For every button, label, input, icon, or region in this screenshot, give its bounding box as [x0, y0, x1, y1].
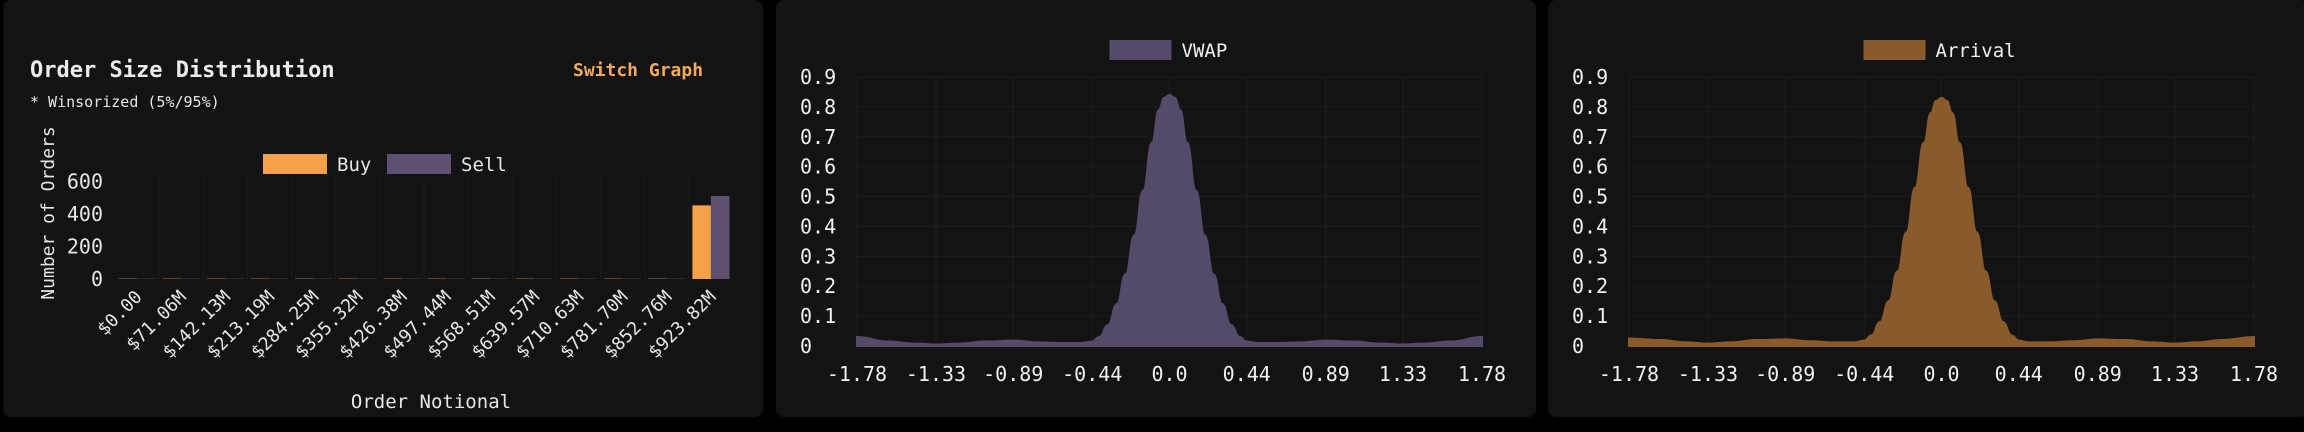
- legend-label-arrival: Arrival: [1936, 40, 2016, 62]
- y-tick-label: 0.1: [800, 304, 836, 328]
- y-tick-label: 0.4: [800, 214, 836, 238]
- bar-sell: [710, 195, 730, 279]
- chart-title: Order Size Distribution: [30, 58, 335, 83]
- y-tick-label: 0: [800, 334, 812, 358]
- y-tick-label: 0.7: [1572, 125, 1608, 149]
- x-tick-label: 0.44: [1223, 362, 1271, 386]
- y-tick-label: 0.1: [1572, 304, 1608, 328]
- y-tick-label: 600: [67, 169, 103, 193]
- x-tick-label: -1.33: [906, 362, 966, 386]
- legend-swatch-arrival: [1863, 40, 1926, 60]
- arrival-panel: 0 0.1 0.2 0.3 0.4 0.5 0.6 0.7 0.8 0.9 -1.78 -1.33 -0…: [1548, 0, 2304, 417]
- x-tick-label: 1.78: [1458, 362, 1506, 386]
- y-tick-label: 0.6: [1572, 155, 1608, 179]
- x-tick-label: -1.33: [1678, 362, 1738, 386]
- y-tick-label: 0.6: [800, 155, 836, 179]
- vwap-density-chart: 0 0.1 0.2 0.3 0.4 0.5 0.6 0.7 0.8 0.9 -1.78 -1.33 -0…: [800, 40, 1506, 386]
- x-tick-label: 1.78: [2230, 362, 2278, 386]
- bar-buy: [692, 205, 711, 279]
- x-tick-label: -0.89: [1755, 362, 1815, 386]
- order-size-panel: Order Size Distribution * Winsorized (5%…: [3, 0, 763, 417]
- y-tick-label: 0.2: [1572, 274, 1608, 298]
- y-tick-label: 200: [67, 234, 103, 258]
- legend-swatch-vwap: [1109, 40, 1172, 60]
- legend-label-buy: Buy: [337, 154, 371, 176]
- x-axis-label: Order Notional: [351, 391, 511, 413]
- x-tick-label: -1.78: [1599, 362, 1659, 386]
- legend-label-sell: Sell: [461, 154, 507, 176]
- y-axis-label: Number of Orders: [38, 126, 59, 299]
- switch-graph-button[interactable]: Switch Graph: [573, 60, 704, 81]
- x-tick-label: 1.33: [1379, 362, 1427, 386]
- y-tick-label: 0.9: [800, 65, 836, 89]
- y-tick-label: 400: [67, 202, 103, 226]
- y-tick-label: 0.9: [1572, 65, 1608, 89]
- arrival-density-chart: 0 0.1 0.2 0.3 0.4 0.5 0.6 0.7 0.8 0.9 -1.78 -1.33 -0…: [1572, 40, 2278, 386]
- y-tick-label: 0.8: [1572, 95, 1608, 119]
- legend-label-vwap: VWAP: [1182, 40, 1228, 62]
- x-tick-label: -0.44: [1062, 362, 1122, 386]
- x-tick-label: 1.33: [2151, 362, 2199, 386]
- y-tick-label: 0.7: [800, 125, 836, 149]
- x-tick-label: 0.44: [1995, 362, 2043, 386]
- x-tick-label: 0.89: [1302, 362, 1350, 386]
- y-tick-label: 0: [91, 267, 103, 291]
- y-tick-label: 0.2: [800, 274, 836, 298]
- y-tick-label: 0.5: [800, 185, 836, 209]
- legend-swatch-buy: [263, 154, 327, 174]
- y-tick-label: 0.3: [1572, 244, 1608, 268]
- y-tick-label: 0.5: [1572, 185, 1608, 209]
- x-tick-label: -0.89: [983, 362, 1043, 386]
- density-area-vwap: [856, 93, 1483, 347]
- y-tick-label: 0: [1572, 334, 1584, 358]
- density-area-arrival: [1628, 96, 2255, 347]
- x-tick-label: 0.0: [1923, 362, 1959, 386]
- y-tick-label: 0.4: [1572, 214, 1608, 238]
- vwap-panel: 0 0.1 0.2 0.3 0.4 0.5 0.6 0.7 0.8 0.9 -1.78 -1.33 -0…: [776, 0, 1536, 417]
- x-tick-label: -1.78: [827, 362, 887, 386]
- y-tick-label: 0.8: [800, 95, 836, 119]
- y-tick-label: 0.3: [800, 244, 836, 268]
- x-tick-label: 0.0: [1151, 362, 1187, 386]
- legend-swatch-sell: [387, 154, 451, 174]
- x-tick-label: 0.89: [2074, 362, 2122, 386]
- chart-subtitle: * Winsorized (5%/95%): [30, 93, 220, 111]
- x-tick-label: -0.44: [1834, 362, 1894, 386]
